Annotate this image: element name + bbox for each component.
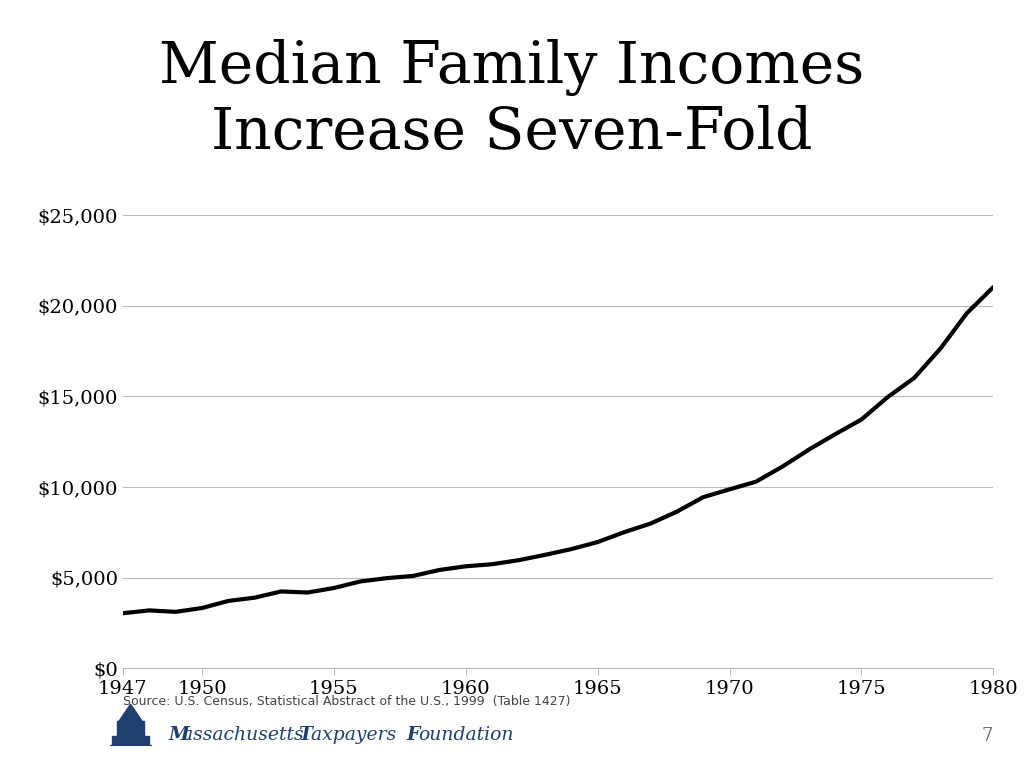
Text: F: F	[407, 726, 420, 743]
Text: assachusetts: assachusetts	[182, 726, 310, 743]
Text: axpayers: axpayers	[311, 726, 402, 743]
Text: 7: 7	[982, 727, 993, 745]
Text: Source: U.S. Census, Statistical Abstract of the U.S., 1999  (Table 1427): Source: U.S. Census, Statistical Abstrac…	[123, 695, 570, 708]
Bar	[110, 745, 152, 749]
Text: M: M	[169, 726, 189, 743]
Text: T: T	[298, 726, 312, 743]
Bar	[113, 736, 150, 746]
Text: Median Family Incomes
Increase Seven-Fold: Median Family Incomes Increase Seven-Fol…	[160, 39, 864, 161]
Text: oundation: oundation	[418, 726, 513, 743]
Polygon shape	[119, 704, 142, 721]
Bar	[117, 721, 144, 736]
